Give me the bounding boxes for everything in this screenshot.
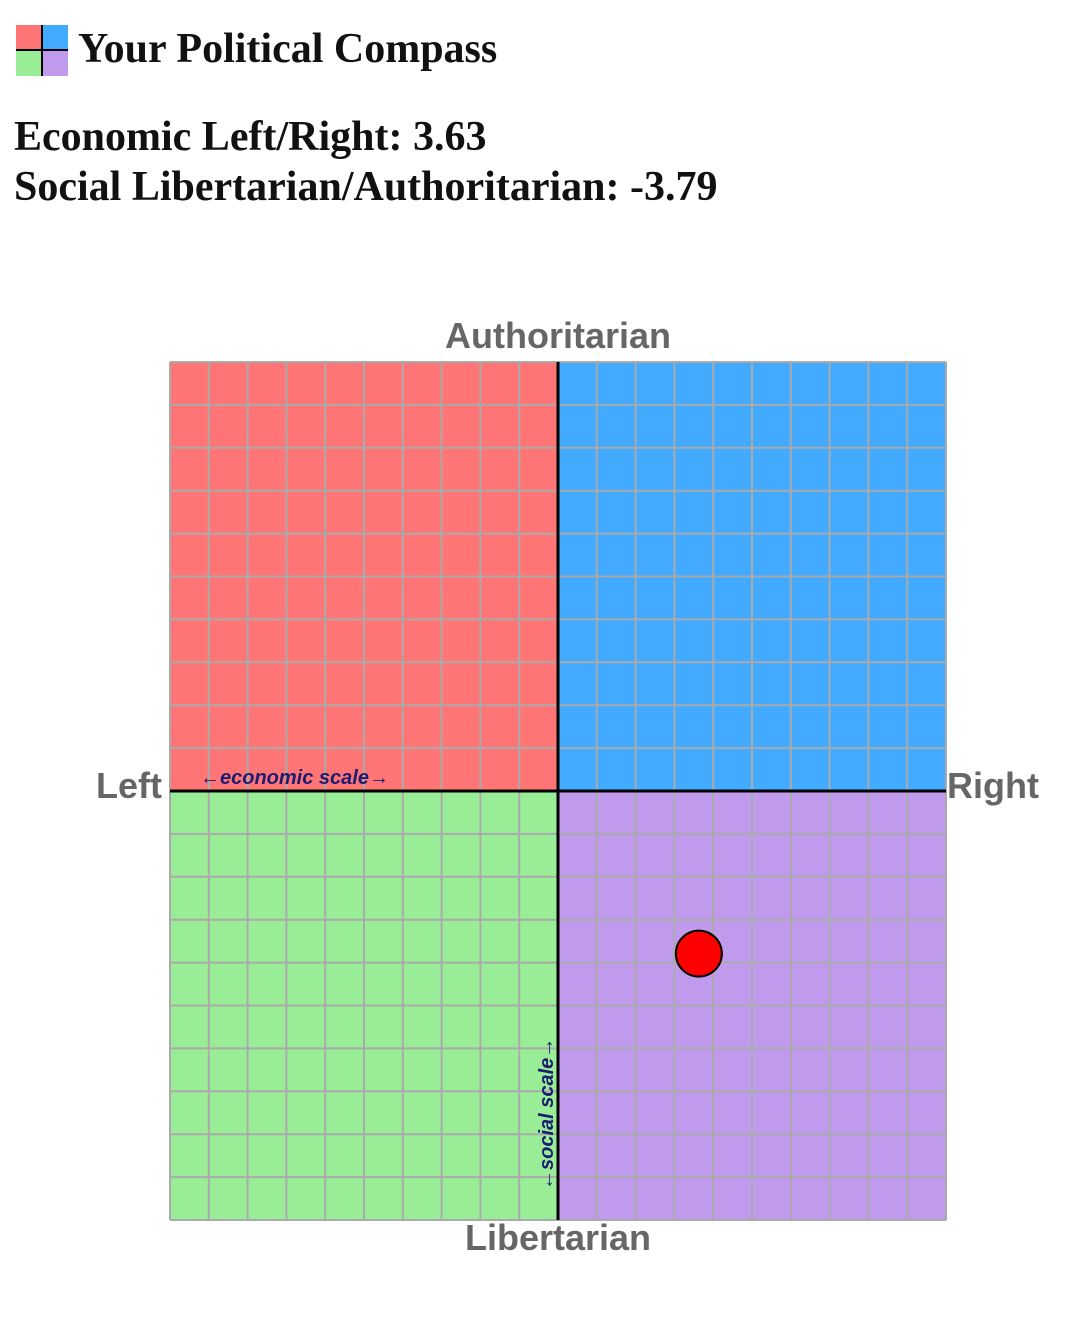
logo (16, 25, 68, 76)
point (674, 929, 723, 978)
axis-title: Authoritarian (445, 315, 671, 356)
readout-value: 3.63 (413, 114, 487, 160)
readout-label: Social Libertarian/Authoritarian: (14, 164, 619, 210)
readout-label: Economic Left/Right: (14, 114, 402, 160)
readout-value: -3.79 (630, 164, 718, 210)
social-readout: Social Libertarian/Authoritarian: -3.79 (14, 164, 717, 210)
economic-readout: Economic Left/Right: 3.63 (14, 114, 486, 160)
scale-note: ←economic scale→ (200, 767, 389, 789)
scale-note: ←social scale→ (536, 1038, 558, 1190)
axis-title: Libertarian (465, 1217, 651, 1258)
axis-title: Right (947, 765, 1039, 806)
chart-title: Your Political Compass (78, 26, 497, 72)
axis-title: Left (96, 765, 162, 806)
